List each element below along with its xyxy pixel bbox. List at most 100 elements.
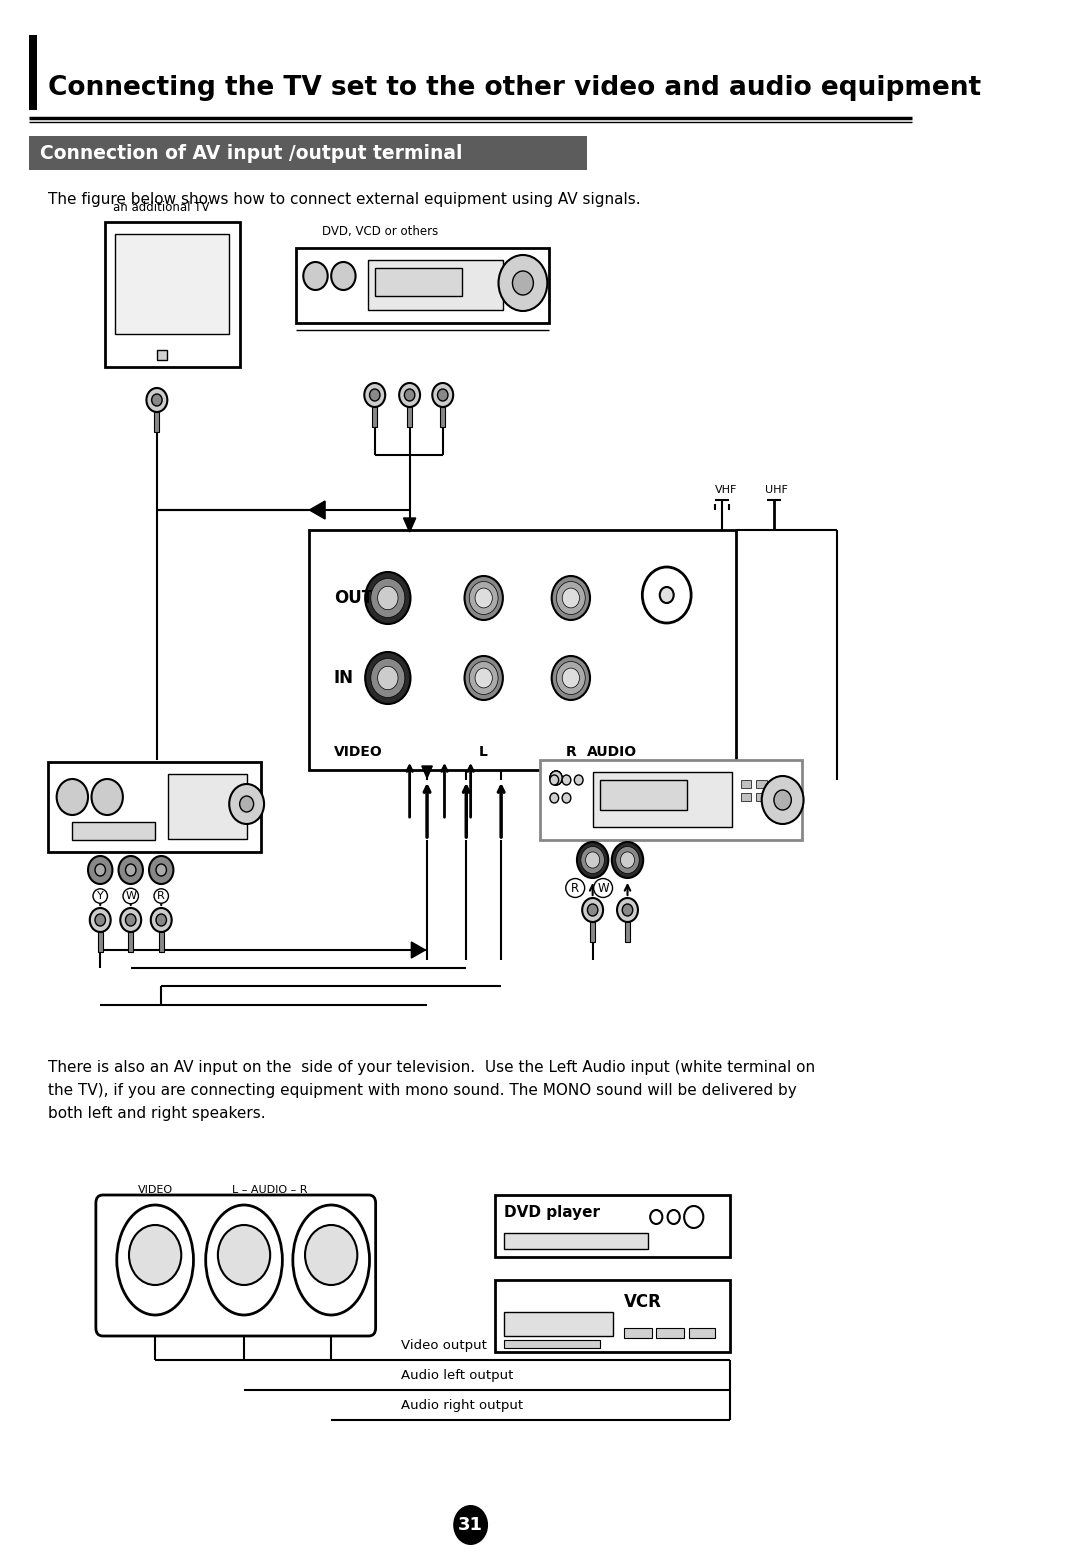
Text: Video output: Video output [401,1339,487,1352]
Circle shape [218,1225,270,1285]
Circle shape [550,793,558,802]
Text: L – AUDIO – R: L – AUDIO – R [232,1185,308,1196]
Bar [72,823,156,840]
Circle shape [129,1225,181,1285]
Bar [375,268,462,297]
Bar [599,780,687,810]
Bar [129,932,133,952]
Circle shape [89,855,112,884]
Text: There is also an AV input on the  side of your television.  Use the Left Audio i: There is also an AV input on the side of… [48,1060,815,1121]
Text: DVD, VCD or others: DVD, VCD or others [323,225,438,237]
Bar [503,1233,648,1249]
Bar [157,350,167,361]
Circle shape [125,863,136,876]
Text: AUDIO: AUDIO [586,745,637,759]
Circle shape [95,863,106,876]
Circle shape [684,1207,703,1229]
Circle shape [617,898,638,923]
Circle shape [470,662,498,695]
Circle shape [620,852,635,868]
Bar [29,136,586,170]
Text: L: L [478,745,487,759]
Circle shape [370,659,405,698]
Circle shape [369,389,380,401]
Circle shape [305,1225,357,1285]
Text: The figure below shows how to connect external equipment using AV signals.: The figure below shows how to connect ex… [48,192,640,208]
Bar [772,780,783,788]
Bar [105,222,240,367]
Circle shape [303,262,327,290]
Bar [368,261,503,311]
Text: DVD player: DVD player [503,1205,599,1221]
Circle shape [588,904,598,916]
Bar [48,762,261,852]
Bar [503,1311,612,1336]
Circle shape [151,393,162,406]
Bar [154,412,160,432]
Bar [97,932,103,952]
Circle shape [550,771,562,785]
Bar [772,793,783,801]
FancyBboxPatch shape [96,1196,376,1336]
Circle shape [370,579,405,618]
Circle shape [761,776,804,824]
Bar [756,793,767,801]
Text: 31: 31 [458,1516,483,1534]
Polygon shape [411,941,426,958]
Circle shape [550,771,562,785]
Text: Y: Y [97,891,104,901]
Bar [540,760,801,840]
Text: Connection of AV input /output terminal: Connection of AV input /output terminal [40,144,462,162]
Circle shape [585,852,599,868]
Bar [168,774,246,838]
Text: VIDEO: VIDEO [334,745,382,759]
Circle shape [475,668,492,688]
Circle shape [378,587,399,610]
Circle shape [365,571,410,624]
Circle shape [622,904,633,916]
Circle shape [120,909,141,932]
Circle shape [556,582,585,615]
Ellipse shape [205,1205,282,1314]
Ellipse shape [293,1205,369,1314]
Ellipse shape [117,1205,193,1314]
Circle shape [563,668,580,688]
Text: W: W [125,891,136,901]
Circle shape [229,784,265,824]
Bar [495,1280,730,1352]
Bar [741,780,752,788]
Bar [503,1339,599,1349]
Circle shape [464,576,503,620]
Circle shape [611,841,644,877]
Circle shape [512,272,534,295]
Circle shape [432,382,454,407]
Circle shape [90,909,110,932]
Text: Connecting the TV set to the other video and audio equipment: Connecting the TV set to the other video… [48,75,981,101]
Circle shape [550,774,558,785]
Circle shape [125,915,136,926]
Circle shape [332,262,355,290]
Circle shape [562,774,571,785]
Text: an additional TV: an additional TV [113,201,210,214]
Text: VHF: VHF [715,485,737,495]
Circle shape [550,771,562,785]
Bar [296,248,549,323]
Bar [756,780,767,788]
Text: OUT: OUT [334,588,373,607]
Circle shape [667,1210,679,1224]
Text: IN: IN [334,670,354,687]
Bar [625,923,630,941]
Bar [689,1328,715,1338]
Circle shape [499,254,548,311]
Circle shape [577,841,608,877]
Circle shape [437,389,448,401]
Circle shape [563,588,580,607]
Circle shape [464,656,503,699]
Circle shape [575,774,583,785]
Bar [495,1196,730,1257]
Text: R: R [566,745,577,759]
Circle shape [581,846,605,874]
Circle shape [556,662,585,695]
Circle shape [151,909,172,932]
Bar [441,407,445,428]
